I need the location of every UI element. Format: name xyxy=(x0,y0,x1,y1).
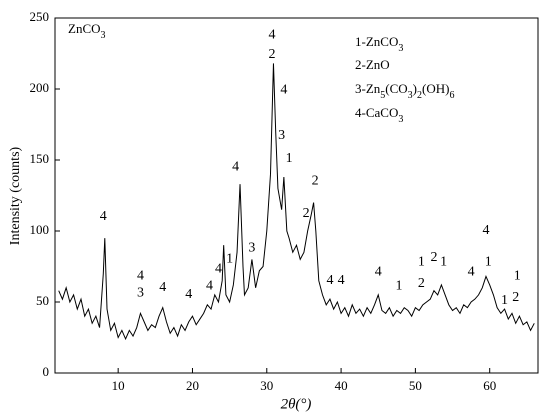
y-axis-label: Intensity (counts) xyxy=(8,146,23,245)
peak-label: 1 xyxy=(514,269,521,284)
peak-label: 3 xyxy=(248,240,255,255)
peak-label: 4 xyxy=(268,27,275,42)
peak-label: 1 xyxy=(440,254,447,269)
peak-label: 4 xyxy=(482,223,489,238)
peak-label: 2 xyxy=(303,206,310,221)
x-tick-label: 60 xyxy=(483,378,496,393)
peak-label: 1 xyxy=(396,279,403,294)
data-line xyxy=(58,63,535,341)
peak-label: 4 xyxy=(100,209,107,224)
x-tick-label: 40 xyxy=(335,378,348,393)
peak-label: 4 xyxy=(159,280,166,295)
peak-label: 3 xyxy=(278,128,285,143)
peak-label: 2 xyxy=(512,290,519,305)
peak-label: 4 xyxy=(206,279,213,294)
peak-label: 4 xyxy=(338,273,345,288)
peak-label: 4 xyxy=(280,83,287,98)
peak-label: 1 xyxy=(286,151,293,166)
y-tick-label: 150 xyxy=(30,151,50,166)
x-tick-label: 50 xyxy=(409,378,422,393)
y-tick-label: 250 xyxy=(30,9,50,24)
peak-label: 1 xyxy=(501,293,508,308)
peak-label: 4 xyxy=(215,262,222,277)
legend-entry: 3-Zn5(CO3)2(OH)6 xyxy=(355,81,454,101)
y-tick-label: 50 xyxy=(36,293,49,308)
peak-label: 4 xyxy=(137,269,144,284)
peak-label: 4 xyxy=(326,273,333,288)
plot-frame xyxy=(54,17,539,374)
peak-label: 2 xyxy=(312,174,319,189)
y-tick-label: 0 xyxy=(43,364,50,379)
y-tick-label: 100 xyxy=(30,222,50,237)
x-tick-label: 20 xyxy=(186,378,199,393)
peak-label: 2 xyxy=(268,47,275,62)
peak-label: 2 xyxy=(418,276,425,291)
peak-label: 4 xyxy=(232,159,239,174)
legend-entry: 4-CaCO3 xyxy=(355,105,403,125)
peak-label: 4 xyxy=(185,287,192,302)
legend-entry: 1-ZnCO3 xyxy=(355,34,403,54)
peak-label: 4 xyxy=(468,264,475,279)
legend-entry: 2-ZnO xyxy=(355,57,390,72)
peak-label: 2 xyxy=(430,250,437,265)
x-tick-label: 10 xyxy=(112,378,125,393)
peak-label: 3 xyxy=(137,286,144,301)
y-tick-label: 200 xyxy=(30,80,50,95)
peak-label: 1 xyxy=(226,252,233,267)
peak-label: 1 xyxy=(485,254,492,269)
peak-label: 1 xyxy=(418,254,425,269)
inset-title: ZnCO3 xyxy=(68,21,106,41)
x-axis-label: 2θ(°) xyxy=(281,396,312,412)
peak-label: 4 xyxy=(375,264,382,279)
x-tick-label: 30 xyxy=(260,378,273,393)
